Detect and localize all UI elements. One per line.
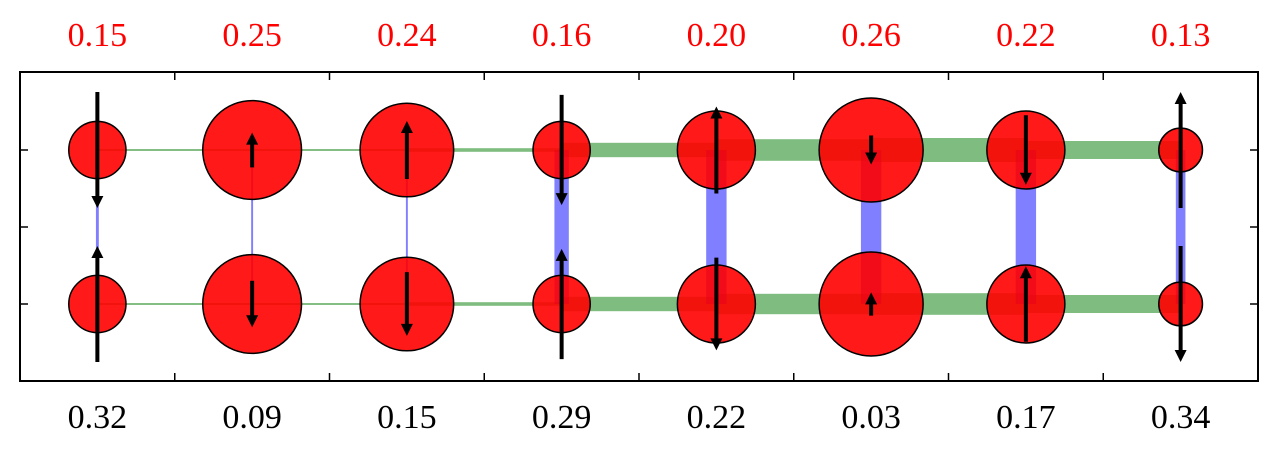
bottom-label: 0.29 — [532, 399, 592, 436]
arrow-head — [555, 248, 568, 261]
top-label: 0.16 — [532, 17, 592, 54]
top-label: 0.22 — [996, 17, 1056, 54]
top-label: 0.25 — [222, 17, 282, 54]
arrow-head — [710, 338, 723, 351]
leg-bond — [406, 148, 562, 152]
arrow-head — [1174, 92, 1187, 104]
spin-arrow — [1174, 92, 1187, 208]
spin-arrow — [1019, 115, 1032, 185]
leg-bond — [252, 149, 407, 151]
bottom-label: 0.03 — [841, 399, 901, 436]
leg-bond — [406, 302, 562, 306]
plot-frame — [19, 71, 1259, 382]
bottom-label: 0.32 — [68, 399, 128, 436]
top-label: 0.20 — [687, 17, 747, 54]
arrow-head — [246, 132, 259, 145]
bottom-label: 0.15 — [377, 399, 437, 436]
leg-bond — [252, 303, 407, 305]
top-label: 0.26 — [841, 17, 901, 54]
ticks — [20, 72, 1258, 381]
rung-bond — [554, 150, 569, 304]
arrow-head — [865, 152, 878, 165]
spin-arrow — [400, 121, 413, 179]
rung-bond — [1175, 150, 1186, 304]
spin-arrow — [865, 292, 878, 316]
sites — [68, 97, 1204, 357]
arrow-head — [555, 193, 568, 206]
top-label: 0.24 — [377, 17, 437, 54]
bottom-label: 0.09 — [222, 399, 282, 436]
spin-arrow — [1019, 266, 1032, 342]
spin-arrow — [246, 132, 259, 168]
arrow-head — [1019, 266, 1032, 279]
top-label: 0.13 — [1151, 17, 1211, 54]
spin-arrow — [1174, 246, 1187, 362]
bottom-label: 0.22 — [687, 399, 747, 436]
leg-bond — [97, 303, 253, 305]
spin-arrow — [91, 92, 104, 208]
arrow-head — [865, 292, 878, 305]
spin-arrow — [865, 135, 878, 165]
arrow-head — [710, 106, 723, 119]
spins — [91, 92, 1187, 362]
rung-bond — [405, 150, 408, 304]
arrow-head — [246, 315, 259, 328]
leg-bond — [97, 149, 253, 151]
rung-bond — [251, 150, 254, 304]
arrow-head — [1019, 172, 1032, 185]
arrow-head — [91, 246, 104, 258]
spin-arrow — [555, 248, 568, 360]
spin-arrow — [91, 246, 104, 362]
spin-arrow — [710, 257, 723, 351]
spin-arrow — [710, 106, 723, 194]
spin-arrow — [246, 280, 259, 328]
rung-bond — [95, 150, 99, 304]
spin-arrow — [555, 94, 568, 206]
arrow-head — [400, 323, 413, 336]
arrow-head — [91, 196, 104, 208]
arrow-head — [1174, 350, 1187, 362]
bottom-label: 0.34 — [1151, 399, 1211, 436]
top-label: 0.15 — [68, 17, 128, 54]
spin-arrow — [400, 272, 413, 336]
bottom-label: 0.17 — [996, 399, 1056, 436]
arrow-head — [400, 121, 413, 133]
labels: 0.15 0.25 0.24 0.16 0.20 0.26 0.22 0.13 0.32 0.09… — [68, 17, 1211, 436]
